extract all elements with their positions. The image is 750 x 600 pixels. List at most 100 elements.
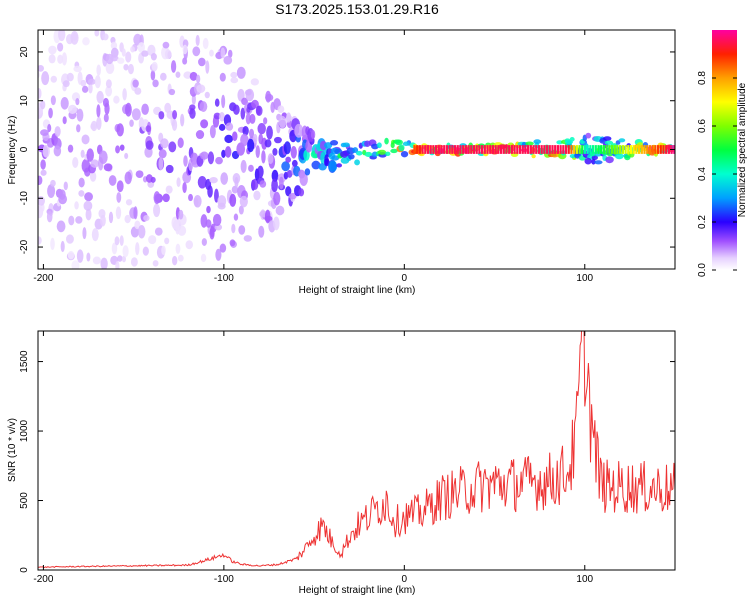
snr-y-axis-label: SNR (10 * v/v) [7, 418, 18, 482]
heatmap-tone-cell [648, 145, 652, 154]
heatmap-cell [281, 161, 290, 172]
heatmap-cell [98, 208, 106, 219]
heatmap-y-tick-label: 10 [19, 95, 30, 107]
heatmap-cell [134, 220, 141, 230]
heatmap-cell [253, 133, 258, 144]
heatmap-cell [182, 182, 187, 194]
heatmap-cell [229, 239, 236, 247]
heatmap-cell [255, 145, 260, 159]
heatmap-cell [273, 191, 281, 206]
heatmap-cell [278, 115, 287, 129]
heatmap-cell [286, 112, 292, 123]
heatmap-x-tick-label: -100 [214, 273, 234, 284]
heatmap-cell [352, 147, 359, 154]
heatmap-cell [180, 113, 185, 127]
heatmap-tone-cell [662, 145, 665, 154]
heatmap-cell [110, 41, 118, 50]
heatmap-cell [248, 128, 255, 139]
heatmap-tone-cell [429, 145, 432, 154]
heatmap-cell [240, 107, 246, 120]
heatmap-cell [84, 192, 93, 202]
heatmap-cell [585, 132, 592, 139]
heatmap-tone-cell [505, 145, 508, 154]
heatmap-cell [377, 149, 387, 155]
snr-x-tick-label: 0 [402, 574, 408, 585]
heatmap-cell [342, 142, 350, 148]
heatmap-tone-cell [513, 145, 516, 154]
heatmap-tone-cell [583, 145, 587, 154]
heatmap-cell [57, 42, 64, 52]
heatmap-cell [233, 213, 239, 221]
heatmap-cell [334, 148, 343, 155]
heatmap-x-tick-label: 0 [402, 273, 408, 284]
heatmap-cell [275, 205, 285, 216]
heatmap-cell [189, 108, 196, 119]
snr-y-tick-label: 1000 [19, 419, 30, 442]
heatmap-tone-cell [478, 145, 481, 154]
heatmap-cell [336, 163, 343, 168]
heatmap-cell [137, 42, 145, 53]
heatmap-cell [119, 144, 125, 151]
heatmap-cell [231, 223, 236, 234]
heatmap-tone-cell [527, 145, 530, 154]
heatmap-cell [240, 159, 247, 173]
heatmap-tone-cell [524, 145, 527, 154]
heatmap-cell [402, 141, 410, 147]
snr-x-tick-label: 100 [576, 574, 593, 585]
heatmap-tone-cell [459, 145, 462, 154]
heatmap-cell [63, 181, 68, 191]
heatmap-tone-cell [421, 145, 424, 154]
heatmap-cell [221, 94, 226, 109]
heatmap-cell [161, 245, 166, 255]
heatmap-cell [98, 150, 108, 164]
heatmap-tone-cell [540, 145, 543, 154]
heatmap-cell [165, 185, 173, 194]
heatmap-x-ticks: -200 -100 0 100 [33, 30, 594, 284]
colorbar-tick-label: 0.8 [697, 71, 708, 85]
heatmap-cell [48, 54, 56, 64]
heatmap-cell [250, 78, 259, 86]
snr-y-tick-label: 1500 [19, 350, 30, 373]
heatmap-cell [80, 149, 85, 158]
heatmap-cell [188, 193, 193, 202]
heatmap-cell [195, 130, 205, 140]
heatmap-cell [230, 77, 239, 84]
heatmap-cell [90, 120, 98, 132]
heatmap-cell [78, 177, 85, 188]
heatmap-cell [294, 123, 304, 138]
heatmap-cell [124, 171, 132, 185]
heatmap-y-tick-label: -10 [19, 191, 30, 206]
colorbar-ticks: 0.0 0.2 0.4 0.6 0.8 [697, 71, 737, 277]
heatmap-cell [209, 227, 215, 240]
heatmap-cell [85, 208, 92, 221]
heatmap-tone-cell [640, 145, 643, 154]
heatmap-cell [73, 65, 82, 73]
heatmap-tone-cell [602, 145, 606, 154]
heatmap-cell [130, 257, 138, 267]
heatmap-cell [209, 124, 216, 139]
heatmap-cell [227, 49, 233, 58]
heatmap-cell [248, 164, 254, 172]
snr-x-axis-label: Height of straight line (km) [299, 585, 416, 596]
heatmap-cell [135, 242, 140, 256]
heatmap-cell [137, 225, 146, 239]
heatmap-cell [205, 60, 210, 74]
heatmap-cell [212, 213, 222, 227]
heatmap-cell [569, 153, 576, 159]
heatmap-cell [165, 164, 174, 174]
heatmap-cell [348, 153, 355, 160]
heatmap-cell [50, 75, 57, 83]
colorbar-label: Normalized spectral amplitude [737, 82, 748, 217]
heatmap-cell [354, 159, 360, 166]
heatmap-cell [220, 47, 226, 59]
heatmap-tone-cell [570, 145, 573, 154]
heatmap-tone-cell [578, 145, 581, 154]
heatmap-cell [103, 113, 109, 123]
heatmap-cell [158, 149, 167, 159]
heatmap-tone-cell [665, 145, 668, 154]
heatmap-cell [81, 85, 89, 93]
heatmap-cell [215, 156, 223, 165]
heatmap-cell [40, 169, 47, 176]
heatmap-cell [38, 64, 45, 72]
